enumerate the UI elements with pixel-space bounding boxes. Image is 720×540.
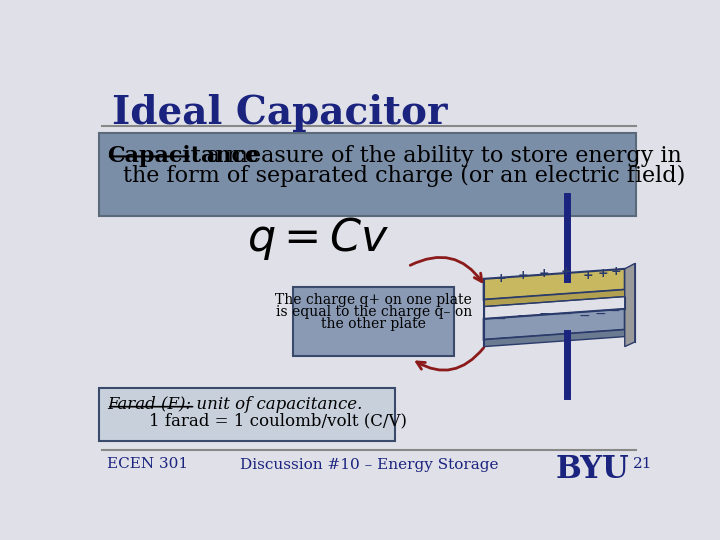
Text: −: − bbox=[560, 307, 572, 321]
Text: +: + bbox=[561, 265, 571, 278]
Text: 21: 21 bbox=[632, 457, 652, 471]
Text: : a measure of the ability to store energy in: : a measure of the ability to store ener… bbox=[192, 145, 681, 167]
FancyBboxPatch shape bbox=[293, 287, 454, 356]
Text: the form of separated charge (or an electric field): the form of separated charge (or an elec… bbox=[122, 165, 685, 187]
Text: +: + bbox=[495, 272, 506, 285]
Text: −: − bbox=[594, 307, 606, 321]
Text: is equal to the charge q– on: is equal to the charge q– on bbox=[276, 305, 472, 319]
Polygon shape bbox=[484, 309, 625, 340]
Text: Farad (​F​): unit of capacitance.: Farad (​F​): unit of capacitance. bbox=[107, 396, 362, 413]
Text: The charge q+ on one plate: The charge q+ on one plate bbox=[275, 293, 472, 307]
FancyBboxPatch shape bbox=[99, 132, 636, 215]
Polygon shape bbox=[484, 269, 625, 300]
Text: +: + bbox=[539, 267, 549, 280]
Text: +: + bbox=[610, 265, 621, 278]
Text: Ideal Capacitor: Ideal Capacitor bbox=[112, 94, 447, 132]
FancyBboxPatch shape bbox=[99, 388, 395, 441]
Text: the other plate: the other plate bbox=[321, 318, 426, 332]
Text: 1 farad = 1 coulomb/volt (C/V): 1 farad = 1 coulomb/volt (C/V) bbox=[107, 413, 407, 430]
Polygon shape bbox=[625, 264, 635, 347]
Text: −: − bbox=[495, 312, 507, 326]
Polygon shape bbox=[484, 289, 625, 307]
Text: +: + bbox=[598, 267, 608, 280]
Text: +: + bbox=[517, 269, 528, 282]
Text: −: − bbox=[517, 309, 528, 323]
Text: −: − bbox=[579, 309, 590, 323]
Text: $q = Cv$: $q = Cv$ bbox=[247, 215, 390, 262]
Text: Discussion #10 – Energy Storage: Discussion #10 – Energy Storage bbox=[240, 457, 498, 471]
Text: Capacitance: Capacitance bbox=[107, 145, 259, 167]
Text: +: + bbox=[582, 269, 593, 282]
Text: ECEN 301: ECEN 301 bbox=[107, 457, 188, 471]
Text: −: − bbox=[608, 304, 620, 318]
Text: BYU: BYU bbox=[555, 454, 629, 485]
Text: −: − bbox=[539, 307, 550, 321]
Polygon shape bbox=[484, 330, 625, 347]
